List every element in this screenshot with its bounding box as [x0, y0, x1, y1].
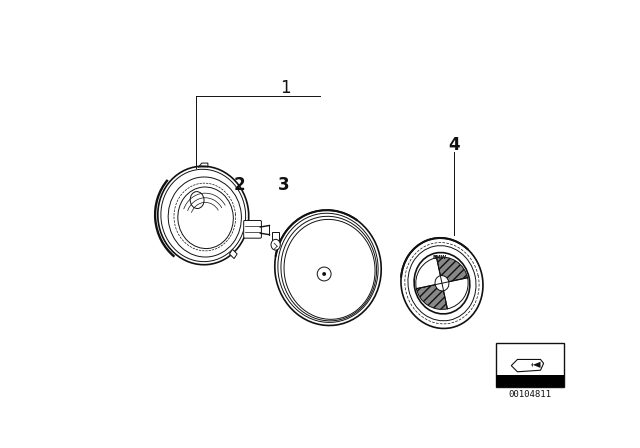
Polygon shape — [533, 362, 541, 368]
Ellipse shape — [284, 220, 375, 319]
Text: 00104811: 00104811 — [508, 390, 551, 399]
Wedge shape — [436, 257, 468, 283]
Ellipse shape — [401, 238, 483, 328]
Text: 4: 4 — [449, 136, 460, 154]
Bar — [496, 343, 564, 387]
Text: BMW: BMW — [433, 255, 447, 260]
Polygon shape — [511, 359, 543, 372]
Wedge shape — [416, 258, 442, 289]
Text: 2: 2 — [234, 176, 245, 194]
Text: 3: 3 — [278, 176, 289, 194]
Ellipse shape — [158, 166, 249, 265]
Ellipse shape — [168, 177, 241, 257]
Wedge shape — [417, 283, 447, 310]
Text: 1: 1 — [280, 79, 291, 97]
Ellipse shape — [408, 246, 476, 321]
Ellipse shape — [178, 187, 234, 249]
Circle shape — [322, 272, 326, 276]
Ellipse shape — [281, 216, 376, 321]
Wedge shape — [442, 278, 468, 309]
Ellipse shape — [271, 239, 280, 250]
FancyBboxPatch shape — [244, 220, 261, 238]
Ellipse shape — [435, 276, 449, 291]
Ellipse shape — [414, 253, 470, 314]
Bar — [272, 233, 280, 240]
Polygon shape — [230, 250, 237, 258]
Bar — [496, 375, 564, 387]
Polygon shape — [531, 362, 533, 367]
Ellipse shape — [275, 210, 381, 326]
